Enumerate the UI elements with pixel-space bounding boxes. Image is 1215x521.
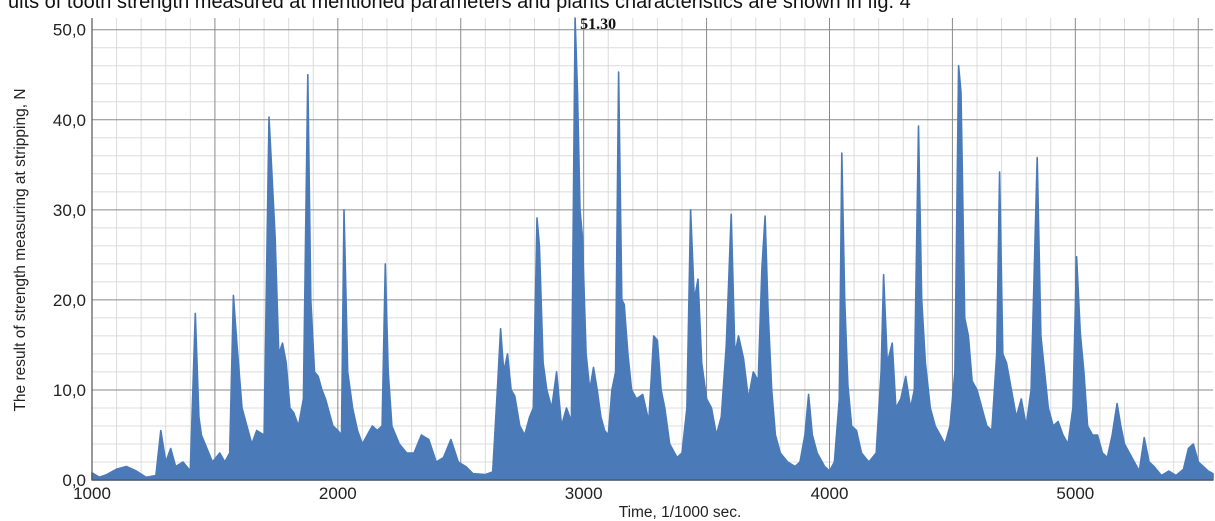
- series-line: [91, 17, 1214, 481]
- y-tick-label: 10,0: [53, 381, 86, 400]
- x-axis-label: Time, 1/1000 sec.: [619, 504, 742, 521]
- x-tick-label: 4000: [811, 484, 849, 503]
- peak-value-label: 51.30: [580, 16, 616, 33]
- series-layer: [91, 17, 1214, 481]
- y-tick-label: 20,0: [53, 291, 86, 310]
- x-tick-label: 2000: [319, 484, 357, 503]
- axes: [91, 18, 1213, 481]
- figure-caption: ults of tooth strength measured at menti…: [8, 0, 911, 13]
- tick-labels: 0,0 10,0 20,0 30,0 40,0 50,0 1000 2000 3000 4000 5…: [53, 21, 1094, 503]
- y-axis-label: The result of strength measuring at stri…: [12, 88, 29, 411]
- y-tick-label: 40,0: [53, 111, 86, 130]
- x-tick-label: 3000: [565, 484, 603, 503]
- y-tick-label: 30,0: [53, 201, 86, 220]
- y-tick-label: 50,0: [53, 21, 86, 40]
- x-tick-label: 1000: [73, 484, 111, 503]
- x-tick-label: 5000: [1056, 484, 1094, 503]
- y-tick-label: 0,0: [62, 471, 86, 490]
